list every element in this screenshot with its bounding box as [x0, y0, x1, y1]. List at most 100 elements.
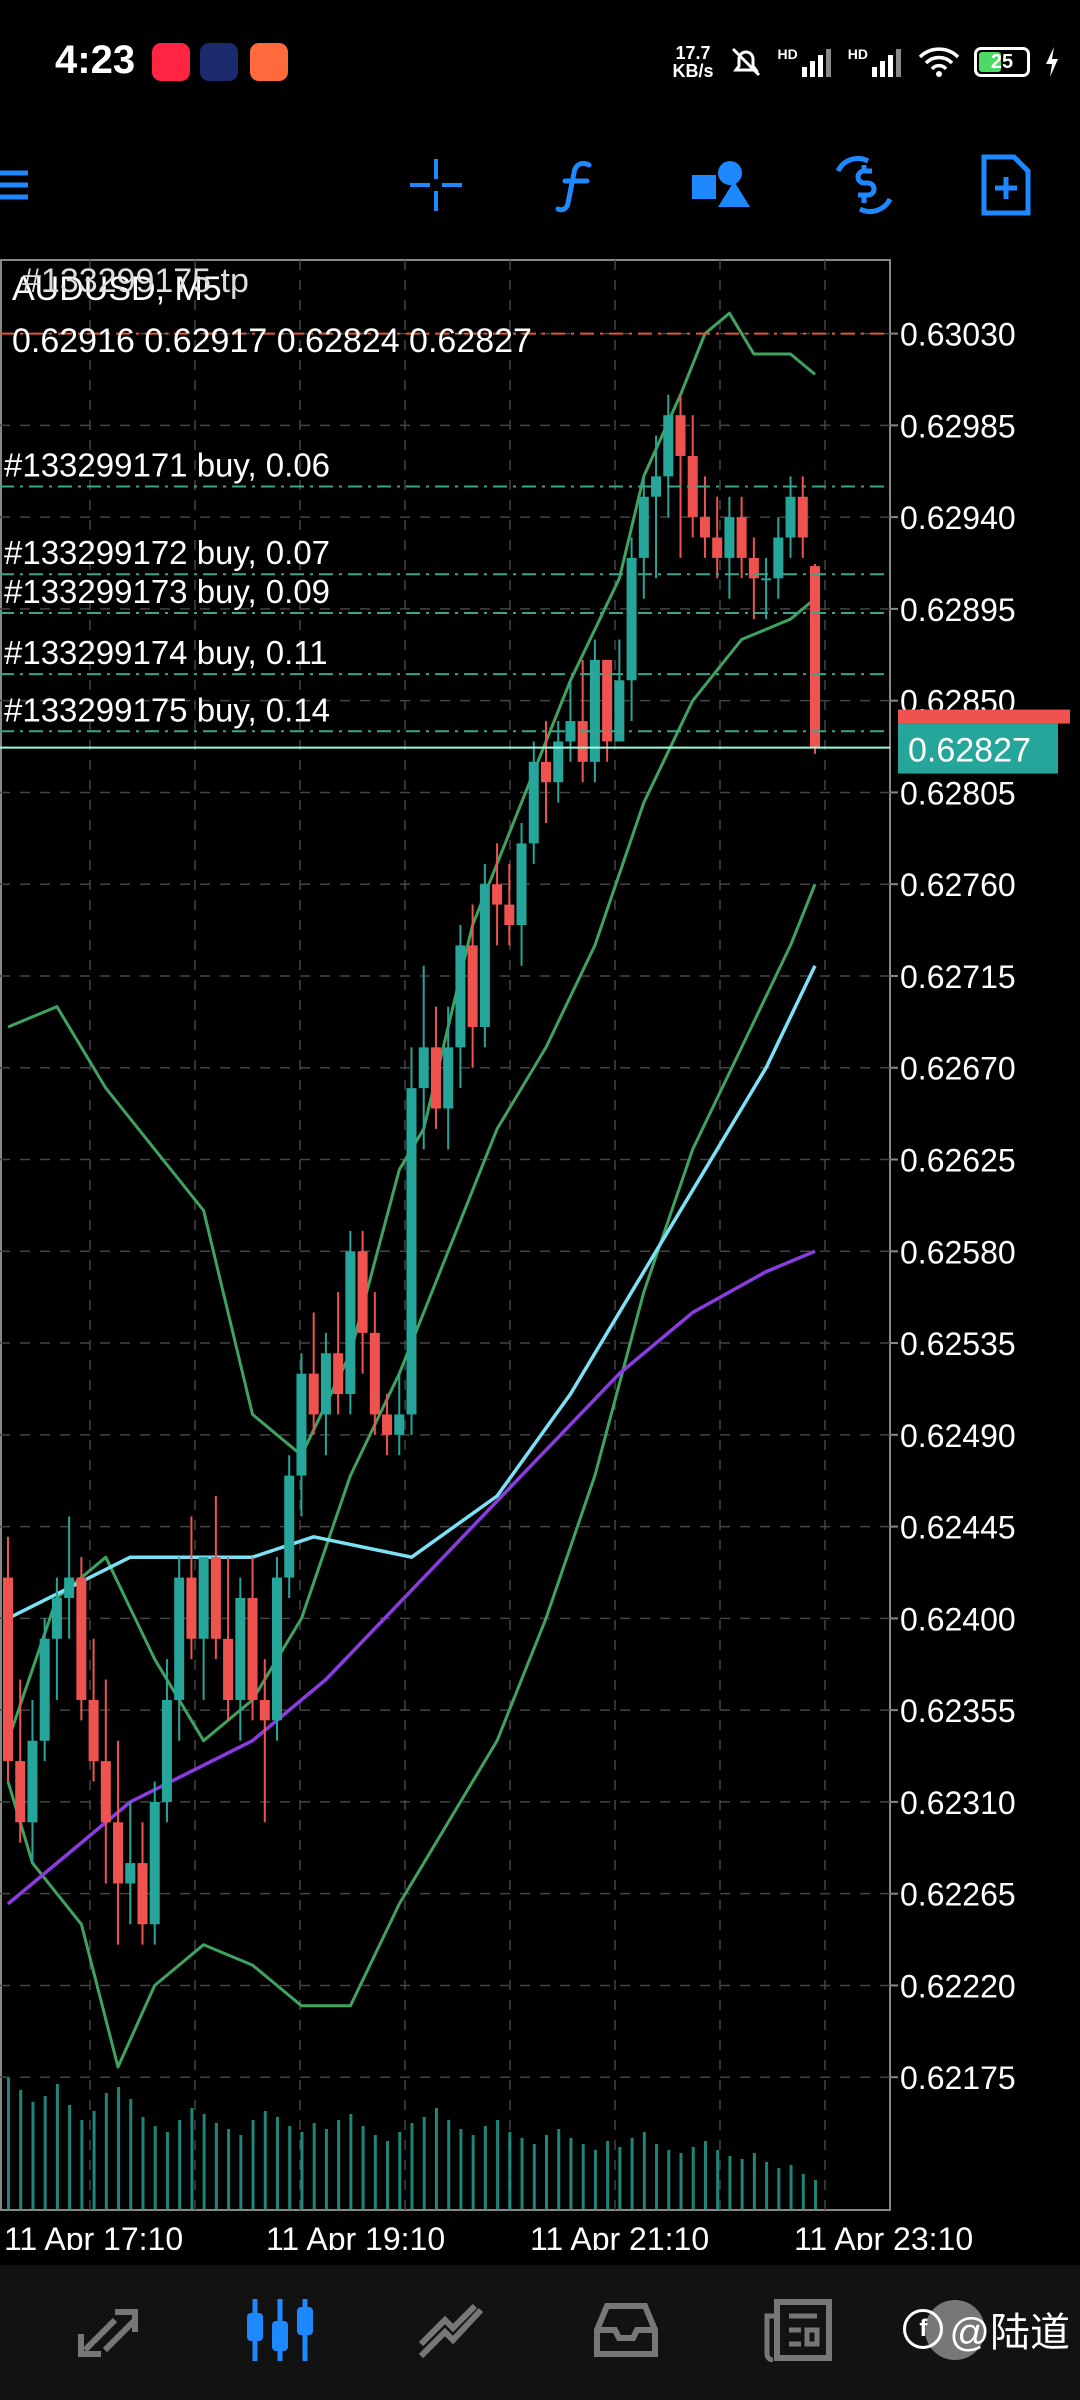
candle-body [418, 1047, 429, 1089]
candle-body [369, 1332, 380, 1415]
x-tick-label: 11 Apr 23:10 [794, 2221, 973, 2250]
candle-body [308, 1373, 319, 1415]
order-label: #133299171 buy, 0.06 [4, 447, 330, 484]
candle-body [589, 659, 600, 762]
volume-bar [789, 2165, 793, 2210]
volume-bar [178, 2120, 182, 2210]
charging-icon [1046, 47, 1058, 77]
volume-bar [459, 2129, 463, 2210]
nav-history[interactable] [586, 2295, 666, 2365]
network-speed: 17.7 KB/s [672, 43, 714, 81]
bottom-nav [0, 2265, 1080, 2400]
volume-bar [373, 2135, 377, 2210]
volume-bar [679, 2153, 683, 2210]
volume-bar [276, 2117, 279, 2210]
candle-body [785, 496, 796, 538]
indicators-button[interactable] [536, 150, 616, 220]
menu-icon [0, 170, 28, 200]
candle-body [736, 517, 747, 558]
candle-body [15, 1761, 26, 1823]
x-tick-label: 11 Apr 21:10 [530, 2221, 709, 2250]
volume-bar [55, 2084, 59, 2210]
volume-bar [618, 2147, 622, 2210]
ohlc-values: 0.62916 0.62917 0.62824 0.62827 [12, 322, 532, 360]
history-icon [594, 2303, 658, 2357]
y-tick-label: 0.62535 [900, 1326, 1016, 1362]
volume-bar [398, 2132, 402, 2210]
app-notification-icon [200, 43, 238, 81]
y-tick-label: 0.62670 [900, 1051, 1016, 1087]
quotes-icon [78, 2309, 138, 2357]
new-order-icon [981, 154, 1031, 216]
volume-bar [214, 2123, 218, 2210]
y-tick-label: 0.62715 [900, 959, 1016, 995]
volume-bar [740, 2159, 744, 2210]
volume-bar [667, 2150, 671, 2210]
volume-bar [361, 2126, 365, 2210]
volume-bar [288, 2126, 292, 2210]
volume-bar [655, 2144, 659, 2210]
volume-bar [80, 2120, 84, 2210]
y-tick-label: 0.62805 [900, 775, 1016, 811]
signal-hd-label: HD [777, 46, 798, 62]
candle-body [516, 843, 527, 925]
candle-body [810, 566, 820, 748]
volume-bar [141, 2117, 145, 2210]
nav-chart[interactable] [240, 2295, 320, 2365]
candle-body [528, 761, 539, 844]
volume-bar [117, 2087, 121, 2210]
candle-body [210, 1557, 221, 1639]
candle-body [626, 557, 637, 681]
app-notification-icon [250, 43, 288, 81]
wifi-icon [918, 47, 960, 77]
volume-bar [777, 2168, 781, 2210]
order-label: #133299175 buy, 0.14 [4, 691, 330, 728]
volume-bar [251, 2120, 255, 2210]
volume-bar [165, 2132, 169, 2210]
trade-button[interactable] [824, 150, 904, 220]
volume-bar [716, 2150, 720, 2210]
crosshair-button[interactable] [396, 150, 476, 220]
candle-body [198, 1557, 209, 1639]
candle-body [712, 537, 723, 558]
candle-body [259, 1699, 270, 1721]
volume-bar [92, 2111, 96, 2210]
candle-body [687, 455, 698, 518]
menu-button[interactable] [0, 150, 60, 220]
objects-button[interactable] [680, 150, 760, 220]
volume-bar [202, 2114, 206, 2210]
order-label: #133299173 buy, 0.09 [4, 573, 330, 610]
y-tick-label: 0.62220 [900, 1968, 1016, 2004]
candle-body [748, 557, 759, 579]
candle-body [161, 1699, 172, 1802]
crosshair-icon [410, 159, 462, 211]
volume-bar [703, 2141, 707, 2210]
candle-body [455, 945, 466, 1048]
price-chart[interactable]: 0.630300.629850.629400.628950.628500.628… [0, 258, 1080, 2250]
nav-settings[interactable] [915, 2295, 995, 2365]
candle-body [186, 1577, 197, 1639]
volume-bar [19, 2090, 23, 2210]
volume-bar [190, 2108, 194, 2210]
chart-icon [247, 2299, 313, 2361]
objects-icon [692, 161, 750, 207]
order-label: #133299174 buy, 0.11 [4, 634, 328, 671]
moving-average-slow-line [6, 1249, 816, 1906]
candle-body [149, 1801, 160, 1925]
volume-bar [532, 2144, 536, 2210]
volume-bar [104, 2093, 108, 2210]
volume-bar [557, 2129, 561, 2210]
nav-news[interactable] [758, 2295, 838, 2365]
candle-body [27, 1740, 38, 1823]
candle-body [797, 496, 808, 538]
candle-body [699, 517, 710, 538]
signal-icon [872, 49, 901, 77]
nav-quotes[interactable] [70, 2295, 150, 2365]
volume-bar [337, 2120, 341, 2210]
nav-trade[interactable] [412, 2295, 492, 2365]
volume-bar [642, 2132, 646, 2210]
candle-body [614, 680, 625, 742]
volume-bar [471, 2135, 475, 2210]
bid-price-marker [898, 709, 1070, 724]
new-order-button[interactable] [966, 150, 1046, 220]
